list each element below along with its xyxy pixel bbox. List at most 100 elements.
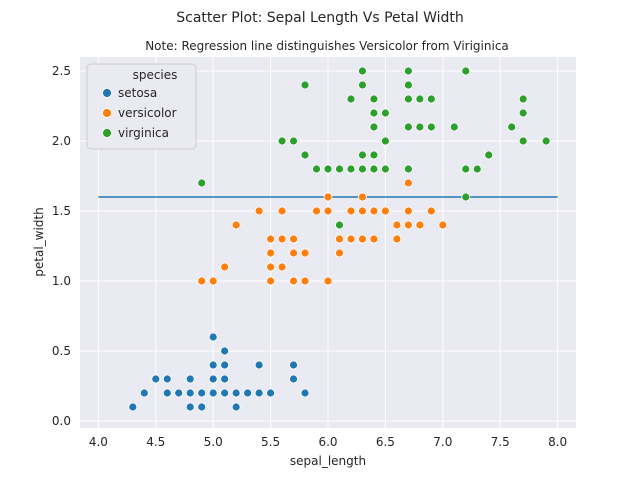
point-virginica	[461, 66, 471, 76]
point-versicolor	[231, 220, 241, 230]
point-setosa	[151, 374, 161, 384]
point-setosa	[231, 388, 241, 398]
x-tick-labels: 4.0 4.5 5.0 5.5 6.0 6.5 7.0 7.5 8.0	[89, 435, 567, 449]
x-axis-label: sepal_length	[290, 454, 366, 468]
point-versicolor	[335, 234, 344, 244]
legend-title: species	[133, 68, 178, 82]
point-versicolor	[266, 276, 275, 286]
point-virginica	[518, 94, 528, 104]
point-virginica	[403, 94, 413, 104]
point-versicolor	[415, 220, 425, 230]
point-setosa	[243, 388, 253, 398]
point-setosa	[185, 402, 195, 412]
point-setosa	[231, 402, 241, 412]
point-versicolor	[335, 248, 344, 258]
y-tick-labels: 0.0 0.5 1.0 1.5 2.0 2.5	[52, 64, 71, 428]
point-setosa	[289, 374, 298, 384]
point-virginica	[197, 178, 207, 188]
point-virginica	[426, 94, 436, 104]
point-virginica	[335, 164, 344, 174]
legend-label-versicolor: versicolor	[118, 106, 177, 120]
point-virginica	[541, 136, 551, 146]
point-setosa	[300, 388, 310, 398]
point-virginica	[358, 66, 367, 76]
point-virginica	[403, 66, 413, 76]
point-virginica	[369, 150, 379, 160]
point-versicolor	[208, 276, 218, 286]
point-virginica	[346, 94, 356, 104]
point-setosa	[208, 374, 218, 384]
point-virginica	[277, 136, 287, 146]
y-tick-label: 2.5	[52, 64, 71, 78]
y-axis-label: petal_width	[32, 207, 46, 276]
point-virginica	[518, 108, 528, 118]
point-virginica	[472, 164, 482, 174]
legend-box	[86, 63, 197, 150]
point-virginica	[312, 164, 321, 174]
point-versicolor	[266, 234, 275, 244]
point-versicolor	[289, 248, 298, 258]
point-virginica	[381, 108, 390, 118]
legend-label-setosa: setosa	[118, 86, 157, 100]
point-versicolor	[277, 234, 287, 244]
point-virginica	[415, 94, 425, 104]
point-versicolor	[403, 206, 413, 216]
point-setosa	[197, 388, 207, 398]
point-setosa	[174, 388, 184, 398]
point-versicolor	[369, 206, 379, 216]
point-virginica	[415, 122, 425, 132]
point-versicolor	[220, 262, 230, 272]
legend: species setosa versicolor virginica	[86, 63, 197, 150]
point-setosa	[254, 388, 264, 398]
point-virginica	[358, 80, 367, 90]
point-versicolor	[323, 206, 333, 216]
point-versicolor	[266, 248, 275, 258]
point-virginica	[403, 80, 413, 90]
point-virginica	[426, 122, 436, 132]
point-versicolor	[300, 248, 310, 258]
x-tick-label: 7.5	[491, 435, 510, 449]
point-versicolor	[197, 276, 207, 286]
point-virginica	[403, 164, 413, 174]
point-versicolor	[403, 178, 413, 188]
x-tick-label: 6.0	[318, 435, 337, 449]
point-versicolor	[346, 234, 356, 244]
point-setosa	[139, 388, 149, 398]
point-virginica	[335, 220, 344, 230]
point-setosa	[197, 402, 207, 412]
point-setosa	[185, 374, 195, 384]
point-setosa	[162, 388, 172, 398]
y-tick-label: 1.5	[52, 204, 71, 218]
point-versicolor	[289, 276, 298, 286]
x-tick-label: 8.0	[548, 435, 567, 449]
point-versicolor	[323, 276, 333, 286]
point-versicolor	[369, 234, 379, 244]
point-versicolor	[277, 262, 287, 272]
chart-subtitle: Note: Regression line distinguishes Vers…	[145, 39, 509, 53]
point-virginica	[507, 122, 517, 132]
point-setosa	[208, 388, 218, 398]
point-virginica	[381, 164, 390, 174]
point-versicolor	[300, 276, 310, 286]
point-setosa	[208, 360, 218, 370]
point-virginica	[300, 150, 310, 160]
point-setosa	[162, 374, 172, 384]
point-versicolor	[323, 192, 333, 202]
point-virginica	[518, 136, 528, 146]
legend-label-virginica: virginica	[118, 126, 169, 140]
data-points	[128, 66, 551, 412]
point-setosa	[220, 360, 230, 370]
point-setosa	[220, 346, 230, 356]
point-virginica	[289, 136, 298, 146]
point-virginica	[369, 122, 379, 132]
x-tick-label: 7.0	[433, 435, 452, 449]
point-setosa	[208, 332, 218, 342]
y-tick-label: 2.0	[52, 134, 71, 148]
point-setosa	[220, 374, 230, 384]
point-versicolor	[438, 220, 448, 230]
point-virginica	[449, 122, 459, 132]
point-setosa	[254, 360, 264, 370]
point-versicolor	[403, 220, 413, 230]
x-tick-label: 5.0	[204, 435, 223, 449]
